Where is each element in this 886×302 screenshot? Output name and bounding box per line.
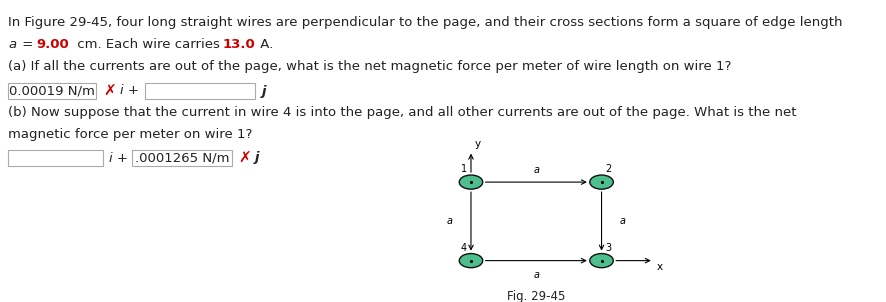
Text: In Figure 29-45, four long straight wires are perpendicular to the page, and the: In Figure 29-45, four long straight wire…	[8, 16, 843, 29]
FancyBboxPatch shape	[132, 150, 232, 166]
Text: 1: 1	[461, 164, 467, 174]
Text: a: a	[620, 216, 626, 226]
Circle shape	[459, 254, 483, 268]
Text: (b) Now suppose that the current in wire 4 is into the page, and all other curre: (b) Now suppose that the current in wire…	[8, 106, 797, 119]
FancyBboxPatch shape	[8, 150, 103, 166]
Text: A.: A.	[256, 38, 273, 51]
Text: i +: i +	[120, 85, 139, 98]
Text: cm. Each wire carries: cm. Each wire carries	[73, 38, 224, 51]
FancyBboxPatch shape	[8, 83, 96, 99]
Text: ✗: ✗	[103, 83, 116, 98]
Text: i +: i +	[109, 152, 128, 165]
Text: .0001265 N/m: .0001265 N/m	[135, 152, 229, 165]
Text: 4: 4	[461, 243, 467, 253]
Text: a: a	[533, 165, 540, 175]
Circle shape	[459, 175, 483, 189]
FancyBboxPatch shape	[145, 83, 255, 99]
Text: 0.00019 N/m: 0.00019 N/m	[9, 85, 95, 98]
Text: magnetic force per meter on wire 1?: magnetic force per meter on wire 1?	[8, 128, 253, 141]
Text: a: a	[8, 38, 16, 51]
Text: x: x	[657, 262, 663, 272]
Text: ✗: ✗	[238, 150, 251, 165]
Text: j: j	[255, 152, 260, 165]
Text: (a) If all the currents are out of the page, what is the net magnetic force per : (a) If all the currents are out of the p…	[8, 60, 731, 73]
Text: a: a	[533, 270, 540, 280]
Text: 3: 3	[605, 243, 611, 253]
Text: 2: 2	[605, 164, 611, 174]
Circle shape	[590, 175, 613, 189]
Text: y: y	[475, 139, 481, 149]
Text: j: j	[262, 85, 267, 98]
Circle shape	[590, 254, 613, 268]
Text: 9.00: 9.00	[36, 38, 69, 51]
Text: a: a	[447, 216, 453, 226]
Text: 13.0: 13.0	[223, 38, 256, 51]
Text: =: =	[18, 38, 37, 51]
Text: Fig. 29-45: Fig. 29-45	[507, 291, 565, 302]
